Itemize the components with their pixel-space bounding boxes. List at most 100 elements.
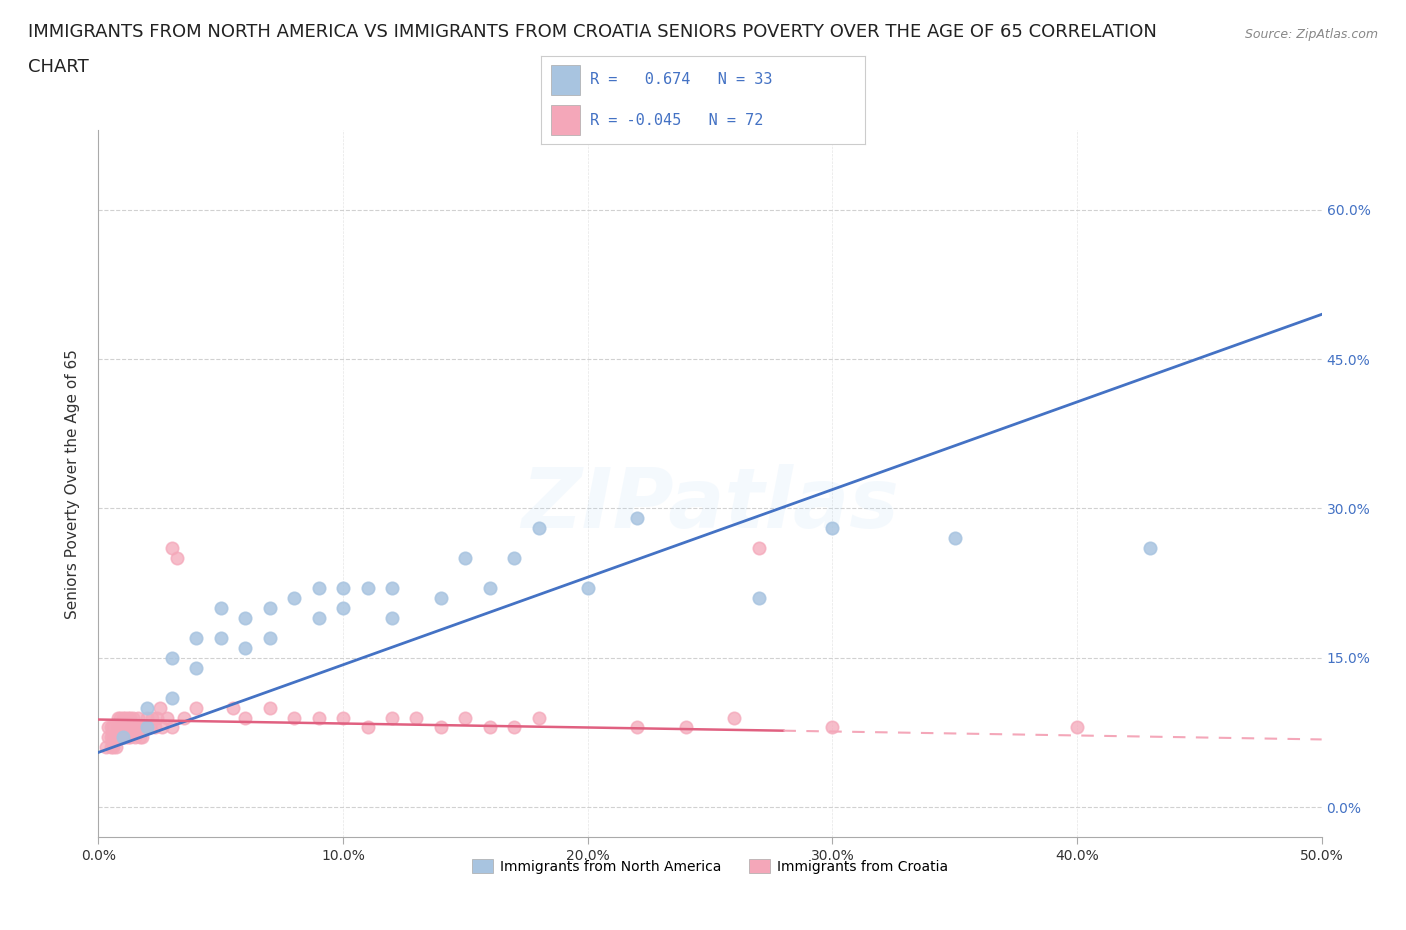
Point [111, 730, 134, 745]
Point [332, 580, 354, 595]
Point [97, 730, 120, 745]
Point [156, 711, 179, 725]
Point [173, 711, 195, 725]
Point [430, 591, 453, 605]
Point [332, 601, 354, 616]
Point [114, 720, 136, 735]
Point [107, 711, 129, 725]
Point [114, 711, 136, 725]
Point [430, 720, 453, 735]
Point [259, 601, 281, 616]
Point [821, 521, 844, 536]
Point [104, 730, 127, 745]
Point [111, 720, 134, 735]
Point [101, 730, 124, 745]
Point [100, 740, 122, 755]
Point [120, 730, 142, 745]
Text: ZIPatlas: ZIPatlas [522, 464, 898, 545]
Point [124, 730, 146, 745]
Point [259, 631, 281, 645]
Text: IMMIGRANTS FROM NORTH AMERICA VS IMMIGRANTS FROM CROATIA SENIORS POVERTY OVER TH: IMMIGRANTS FROM NORTH AMERICA VS IMMIGRA… [28, 23, 1157, 41]
Point [141, 711, 163, 725]
Text: Source: ZipAtlas.com: Source: ZipAtlas.com [1244, 28, 1378, 41]
Point [527, 521, 550, 536]
Point [233, 611, 256, 626]
Point [209, 601, 232, 616]
FancyBboxPatch shape [551, 65, 581, 95]
Text: R = -0.045   N = 72: R = -0.045 N = 72 [591, 113, 763, 127]
Point [127, 720, 149, 735]
Point [626, 511, 648, 525]
Point [332, 711, 354, 725]
Point [111, 711, 134, 725]
Point [101, 740, 124, 755]
Point [160, 720, 183, 735]
Point [381, 711, 404, 725]
Point [110, 720, 132, 735]
Point [233, 641, 256, 656]
Point [97, 720, 120, 735]
Point [186, 660, 208, 675]
Point [121, 711, 143, 725]
Text: CHART: CHART [28, 58, 89, 75]
Point [503, 551, 526, 565]
Legend: Immigrants from North America, Immigrants from Croatia: Immigrants from North America, Immigrant… [467, 854, 953, 880]
Point [136, 711, 159, 725]
Point [283, 711, 305, 725]
Point [1066, 720, 1088, 735]
Point [120, 720, 142, 735]
Point [943, 531, 966, 546]
Point [576, 580, 599, 595]
Point [124, 720, 146, 735]
Point [127, 711, 149, 725]
Point [136, 700, 159, 715]
Point [136, 720, 159, 735]
Point [117, 711, 139, 725]
Point [503, 720, 526, 735]
Point [146, 711, 169, 725]
Point [100, 720, 122, 735]
Point [110, 730, 132, 745]
Point [143, 720, 166, 735]
FancyBboxPatch shape [551, 105, 581, 136]
Point [209, 631, 232, 645]
Point [129, 730, 152, 745]
Point [186, 631, 208, 645]
Point [186, 700, 208, 715]
Point [748, 591, 770, 605]
Y-axis label: Seniors Poverty Over the Age of 65: Seniors Poverty Over the Age of 65 [65, 349, 80, 618]
Point [166, 551, 188, 565]
Point [308, 711, 330, 725]
Point [94, 740, 117, 755]
Point [308, 580, 330, 595]
Point [478, 720, 501, 735]
Point [233, 711, 256, 725]
Point [675, 720, 697, 735]
Point [821, 720, 844, 735]
Point [117, 720, 139, 735]
Point [117, 730, 139, 745]
Text: R =   0.674   N = 33: R = 0.674 N = 33 [591, 73, 772, 87]
Point [283, 591, 305, 605]
Point [134, 720, 156, 735]
Point [131, 730, 153, 745]
Point [150, 720, 173, 735]
Point [381, 611, 404, 626]
Point [107, 720, 129, 735]
Point [222, 700, 245, 715]
Point [356, 720, 378, 735]
Point [110, 711, 132, 725]
Point [723, 711, 745, 725]
Point [104, 740, 127, 755]
Point [748, 541, 770, 556]
Point [381, 580, 404, 595]
Point [160, 690, 183, 705]
Point [139, 720, 162, 735]
Point [454, 711, 477, 725]
Point [160, 650, 183, 665]
Point [527, 711, 550, 725]
Point [626, 720, 648, 735]
Point [121, 720, 143, 735]
Point [405, 711, 427, 725]
Point [100, 730, 122, 745]
